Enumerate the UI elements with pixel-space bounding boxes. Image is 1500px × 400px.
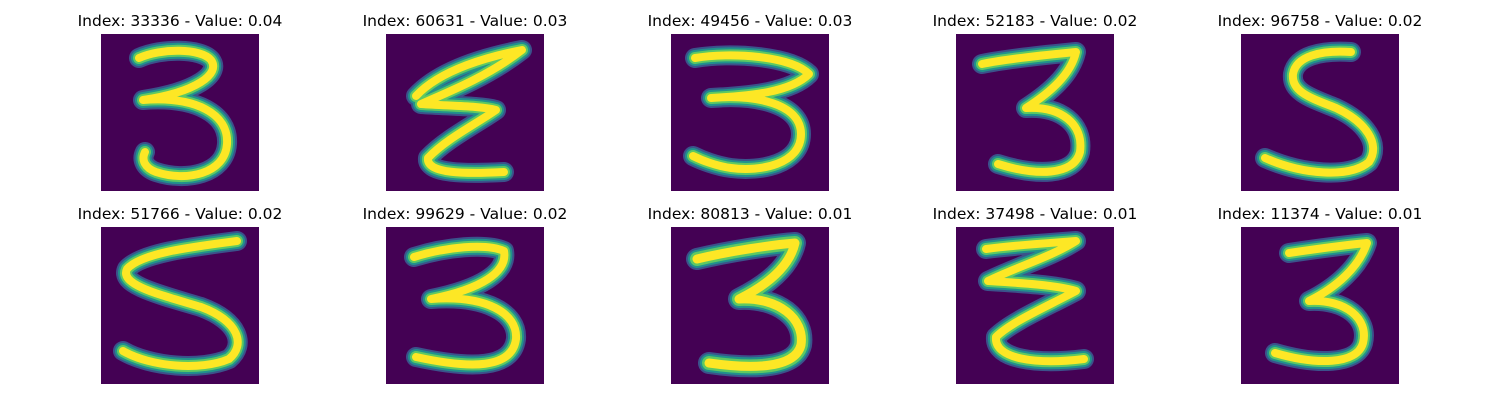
digit-panel: Index: 96758 - Value: 0.02	[1195, 11, 1445, 191]
digit-panel: Index: 37498 - Value: 0.01	[910, 204, 1160, 384]
digit-image	[956, 34, 1114, 191]
digit-stroke	[1265, 233, 1377, 371]
digit-image	[1241, 34, 1399, 191]
panel-title: Index: 96758 - Value: 0.02	[1217, 12, 1423, 30]
digit-panel: Index: 99629 - Value: 0.02	[340, 204, 590, 384]
digit-image	[101, 34, 259, 191]
digit-stroke	[129, 40, 237, 187]
panel-title: Index: 52183 - Value: 0.02	[932, 12, 1138, 30]
panel-title: Index: 33336 - Value: 0.04	[77, 12, 283, 30]
digit-stroke	[686, 232, 813, 378]
digit-stroke	[406, 40, 532, 183]
digit-panel: Index: 51766 - Value: 0.02	[55, 204, 305, 384]
digit-image	[386, 227, 544, 384]
digit-panel: Index: 80813 - Value: 0.01	[625, 204, 875, 384]
digit-image	[671, 34, 829, 191]
digit-panel: Index: 33336 - Value: 0.04	[55, 11, 305, 191]
panel-title: Index: 99629 - Value: 0.02	[362, 205, 568, 223]
panel-title: Index: 80813 - Value: 0.01	[647, 205, 853, 223]
digit-image	[386, 34, 544, 191]
digit-stroke	[976, 231, 1094, 372]
digit-image	[671, 227, 829, 384]
digit-image	[956, 227, 1114, 384]
digit-panel: Index: 11374 - Value: 0.01	[1195, 204, 1445, 384]
digit-panel: Index: 49456 - Value: 0.03	[625, 11, 875, 191]
panel-title: Index: 37498 - Value: 0.01	[932, 205, 1138, 223]
digit-stroke	[1255, 41, 1384, 183]
digit-stroke	[404, 236, 526, 375]
digit-stroke	[972, 42, 1091, 182]
digit-stroke	[683, 45, 819, 179]
panel-title: Index: 60631 - Value: 0.03	[362, 12, 568, 30]
digit-stroke	[113, 231, 248, 376]
panel-title: Index: 49456 - Value: 0.03	[647, 12, 853, 30]
panel-title: Index: 11374 - Value: 0.01	[1217, 205, 1423, 223]
digit-panel: Index: 60631 - Value: 0.03	[340, 11, 590, 191]
digit-image	[101, 227, 259, 384]
digit-panel: Index: 52183 - Value: 0.02	[910, 11, 1160, 191]
digit-image	[1241, 227, 1399, 384]
panel-title: Index: 51766 - Value: 0.02	[77, 205, 283, 223]
